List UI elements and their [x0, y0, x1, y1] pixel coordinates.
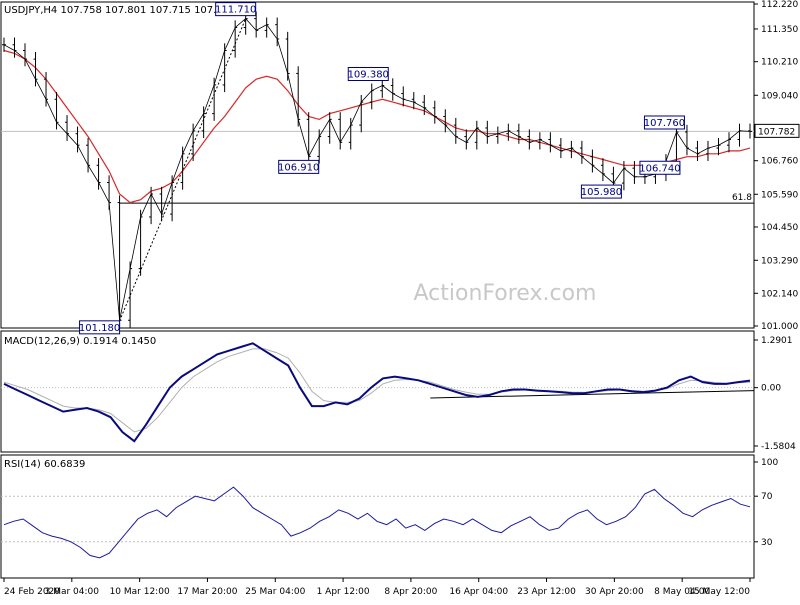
- x-axis-tick-label: 8 May 04:00: [654, 587, 710, 597]
- price-annotation-label: 101.180: [79, 323, 120, 334]
- price-annotation-box: [347, 67, 389, 82]
- x-axis-tick-label: 30 Apr 20:00: [585, 587, 644, 597]
- watermark: ActionForex.com: [414, 281, 597, 306]
- macd-layer: [1, 342, 755, 443]
- rsi-y-tick-label: 30: [761, 538, 773, 548]
- price-panel-title: USDJPY,H4 107.758 107.801 107.715 107.78…: [4, 5, 235, 16]
- price-y-tick-label: 104.450: [761, 223, 798, 233]
- rsi-layer: [1, 486, 754, 559]
- price-y-tick-label: 103.290: [761, 256, 798, 266]
- x-axis-tick-label: 17 Mar 20:00: [177, 587, 237, 597]
- current-price-box: [754, 123, 800, 138]
- axis-layer: 112.220111.350110.210109.040107.900106.7…: [3, 0, 800, 597]
- macd-panel-title: MACD(12,26,9) 0.1914 0.1450: [4, 336, 156, 347]
- price-annotation-box: [278, 159, 320, 174]
- price-y-tick-label: 105.590: [761, 190, 798, 200]
- price-layer: 61.8 111.710 109.380 106.910 101.180 107.760 1…: [1, 2, 754, 335]
- price-y-tick-label: 101.000: [761, 322, 798, 332]
- macd-signal-line: [3, 348, 751, 433]
- x-axis-tick-label: 25 Mar 04:00: [245, 587, 305, 597]
- price-line: [3, 18, 751, 321]
- macd-line: [3, 342, 751, 443]
- price-annotation-label: 105.980: [581, 187, 622, 198]
- price-annotation-label: 111.710: [215, 5, 256, 16]
- x-axis-tick-label: 8 Apr 20:00: [384, 587, 437, 597]
- price-y-tick-label: 102.140: [761, 289, 798, 299]
- current-price-label: 107.782: [758, 127, 795, 137]
- price-y-tick-label: 111.350: [761, 25, 798, 35]
- moving-average-line: [3, 49, 751, 204]
- price-annotation-box: [639, 160, 681, 175]
- price-annotation-box: [79, 320, 121, 335]
- x-axis-tick-label: 15 May 12:00: [688, 587, 750, 597]
- rsi-y-tick-label: 100: [761, 458, 778, 468]
- price-panel-frame: [0, 1, 755, 329]
- rsi-panel-title: RSI(14) 60.6839: [4, 459, 85, 470]
- price-annotation-box: [580, 184, 622, 199]
- x-axis-tick-label: 16 Apr 04:00: [449, 587, 508, 597]
- price-y-tick-label: 109.040: [761, 91, 798, 101]
- x-axis-tick-label: 23 Apr 12:00: [517, 587, 576, 597]
- price-y-tick-label: 112.220: [761, 0, 798, 10]
- macd-panel-frame: [0, 330, 755, 453]
- x-axis-tick-label: 3 Mar 04:00: [45, 587, 100, 597]
- rsi-panel-frame: [0, 454, 755, 579]
- x-axis-tick-label: 1 Apr 12:00: [317, 587, 370, 597]
- fib-618-label: 61.8: [732, 193, 752, 203]
- x-axis-tick-label: 10 Mar 12:00: [110, 587, 170, 597]
- x-axis-tick-label: 24 Feb 2020: [4, 587, 60, 597]
- macd-y-tick-label: 0.00: [761, 384, 781, 394]
- price-annotation-label: 106.910: [278, 162, 319, 173]
- price-annotation-label: 107.760: [644, 118, 685, 129]
- price-y-tick-label: 106.760: [761, 157, 798, 167]
- price-y-tick-label: 110.210: [761, 58, 798, 68]
- macd-y-tick-label: -1.5804: [761, 442, 796, 452]
- price-annotation-box: [215, 2, 257, 17]
- price-annotation-box: [643, 115, 685, 130]
- rsi-y-tick-label: 70: [761, 492, 773, 502]
- price-annotation-label: 109.380: [348, 70, 389, 81]
- macd-y-tick-label: 1.2901: [761, 336, 793, 346]
- price-annotation-label: 106.740: [639, 163, 680, 174]
- rsi-line: [3, 486, 751, 559]
